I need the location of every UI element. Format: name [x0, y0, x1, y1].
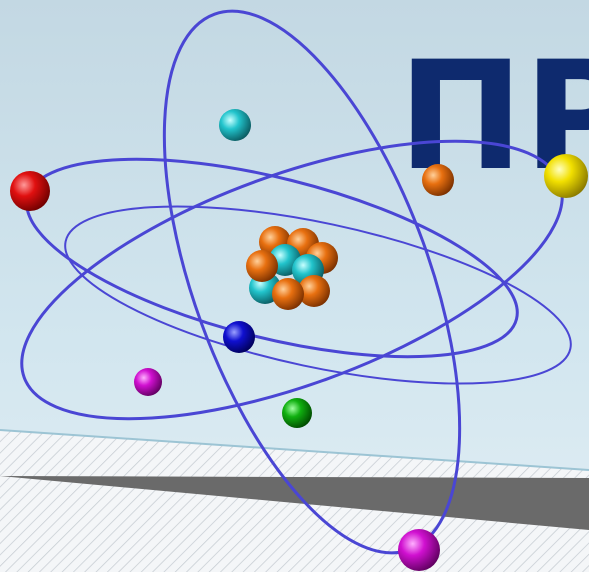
nucleus	[246, 226, 338, 310]
electron	[223, 321, 255, 353]
orbit	[64, 205, 572, 385]
electrons	[10, 109, 588, 571]
electron	[398, 529, 440, 571]
electron	[10, 171, 50, 211]
electron	[422, 164, 454, 196]
electron	[544, 154, 588, 198]
electron	[134, 368, 162, 396]
electron	[282, 398, 312, 428]
electron	[219, 109, 251, 141]
floor-edge	[0, 429, 589, 471]
